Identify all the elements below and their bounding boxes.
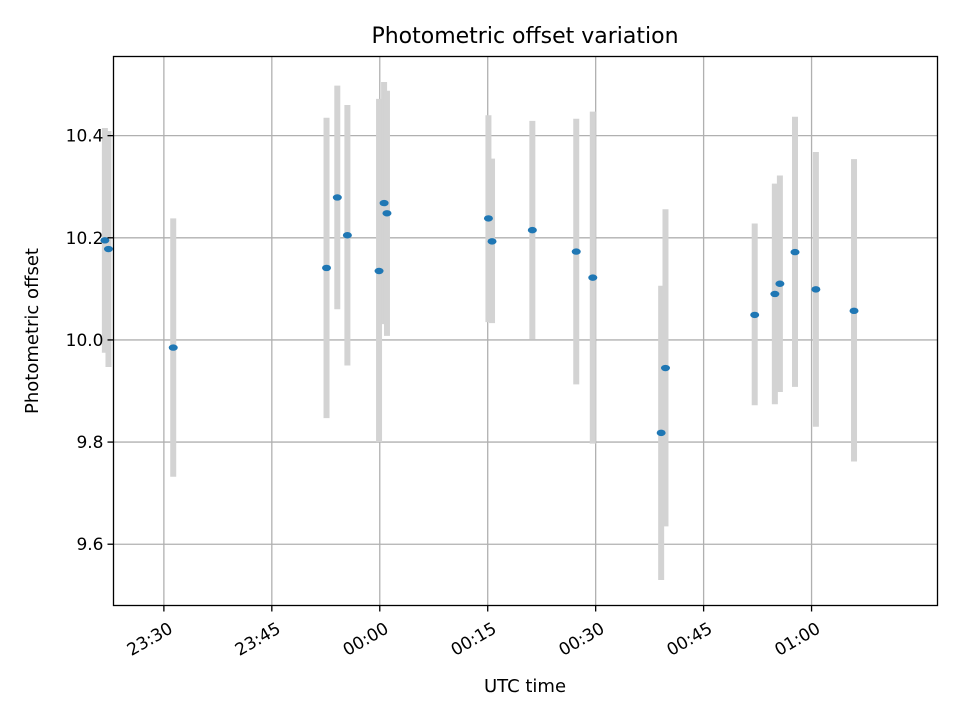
data-point xyxy=(775,280,785,287)
data-point xyxy=(571,248,581,255)
y-tick-label: 10.4 xyxy=(66,127,104,147)
plot-frame xyxy=(112,55,939,607)
data-point xyxy=(750,311,760,319)
chart-title: Photometric offset variation xyxy=(371,24,678,49)
data-point xyxy=(168,344,178,351)
data-markers xyxy=(100,194,859,437)
y-axis-label: Photometric offset xyxy=(22,248,43,414)
y-tick-label: 10.0 xyxy=(66,331,104,351)
data-point xyxy=(379,199,389,207)
y-tick-label: 10.2 xyxy=(66,229,104,249)
data-point xyxy=(332,194,342,201)
data-point xyxy=(100,237,110,244)
x-axis-label: UTC time xyxy=(484,676,566,697)
data-point xyxy=(382,210,392,217)
data-point xyxy=(660,364,670,372)
data-point xyxy=(483,215,493,222)
data-point xyxy=(811,286,821,293)
y-tick-label: 9.8 xyxy=(76,433,103,453)
data-point xyxy=(588,274,598,281)
data-point xyxy=(342,232,352,239)
y-tick-label: 9.6 xyxy=(76,535,103,555)
y-axis: 9.6 9.8 10.0 10.2 10.4 xyxy=(66,127,114,555)
data-point xyxy=(374,267,384,275)
data-point xyxy=(527,226,537,234)
data-point xyxy=(656,429,666,437)
data-point xyxy=(770,290,780,298)
data-point xyxy=(322,264,332,272)
data-point xyxy=(487,238,497,245)
data-point xyxy=(103,245,113,253)
data-point xyxy=(849,307,859,315)
data-point xyxy=(790,248,800,256)
